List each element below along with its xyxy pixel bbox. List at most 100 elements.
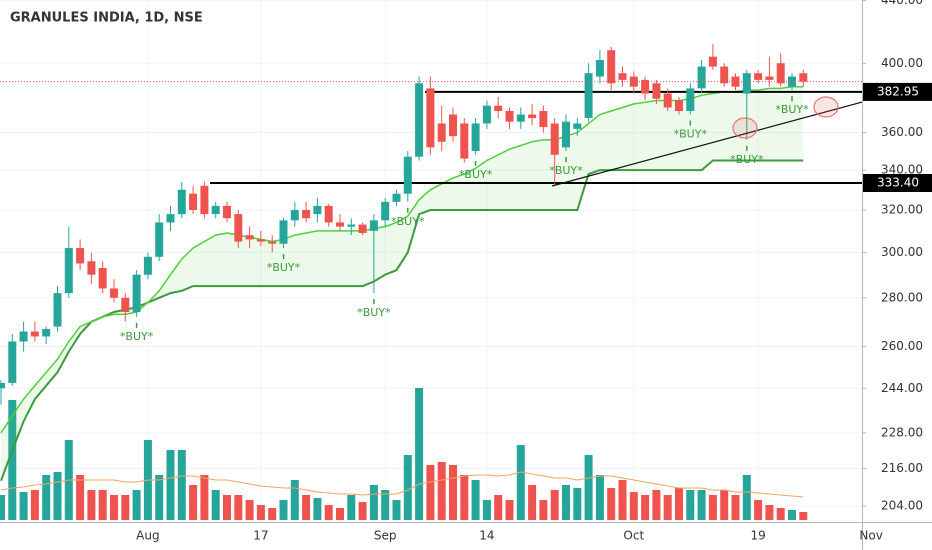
y-tick-label: 204.00 [881,498,923,512]
volume-ma-line [0,471,804,498]
candle-body [110,288,118,298]
volume-bar [155,475,164,520]
volume-bar [415,388,424,520]
candle-body [347,224,356,227]
volume-bar [392,500,401,520]
candle-body [426,88,435,148]
level-badge-label: 333.40 [877,176,919,190]
candle-body [539,110,548,128]
candle-body [381,201,390,221]
candle-body [449,114,457,137]
candle-body [279,220,288,244]
candle-body [595,59,604,77]
volume-bar [98,490,107,520]
buy-label: *BUY* [459,168,493,181]
volume-bar [234,495,243,520]
volume-bar [0,495,5,520]
volume-bar [471,480,480,520]
candle-body [336,222,344,227]
level-badge [863,82,932,101]
level-badge-label: 382.95 [877,84,919,98]
volume-bar [482,500,491,520]
y-tick-label: 400.00 [881,56,923,70]
x-tick-label: 19 [750,529,765,543]
volume-bar [42,475,51,520]
volume-bar [629,492,638,520]
volume-bar [324,505,333,520]
volume-bar [449,465,457,520]
candle-body [324,205,333,223]
highlight-circle [732,117,758,139]
volume-bar [19,492,28,520]
candle-body [19,331,28,342]
volume-bar [189,485,198,520]
candle-body [313,205,322,215]
volume-bar [381,490,390,520]
candle-body [155,222,164,257]
volume-bar [731,495,740,520]
candle-body [403,156,412,194]
volume-bar [200,475,209,520]
volume-bar [754,500,763,520]
candle-body [697,66,706,89]
candle-body [76,248,85,264]
candle-body [663,93,672,108]
volume-bar [799,512,808,520]
y-tick-label: 244.00 [881,381,923,395]
buy-label: *BUY* [674,128,708,141]
x-tick-label: Aug [136,529,159,543]
candle-body [528,114,537,119]
buy-label: *BUY* [549,164,583,177]
candle-body [143,256,152,275]
chart-title: GRANULES INDIA, 1D, NSE [10,11,203,26]
volume-bar [539,500,548,520]
volume-bar [279,500,288,520]
volume-bar [460,475,469,520]
plot-area: *BUY* *BUY* *BUY* *BUY* *BUY* *BUY* *BUY* *BUY*… [0,43,862,520]
buy-label: *BUY* [775,103,809,116]
candle-body [460,123,469,159]
candle-body [223,205,231,219]
candle-body [200,185,209,215]
candle-body [290,209,299,221]
volume-bar [256,505,265,520]
candle-body [189,193,198,210]
candle-body [754,73,763,80]
volume-bar [776,508,785,520]
volume-bar [641,495,650,520]
volume-bar [336,508,344,520]
volume-bar [245,500,254,520]
buy-label: *BUY* [120,330,154,343]
volume-bar [177,450,186,520]
buy-label: *BUY* [267,261,301,274]
volume-bar [426,465,435,520]
candle-body [8,341,17,383]
candle-body [302,209,311,219]
candle-body [177,189,186,215]
volume-bar [211,490,220,520]
candle-body [686,88,695,111]
buy-label: *BUY* [391,215,425,228]
candle-body [765,76,774,80]
volume-bar [30,490,39,520]
volume-bar [675,488,683,520]
band-fill [1,86,804,481]
y-tick-label: 260.00 [881,339,923,353]
candle-body [708,56,717,67]
volume-bar [302,495,311,520]
volume-bar [573,488,582,520]
volume-bar [76,475,85,520]
volume-bar [742,475,751,520]
candle-body [392,193,401,202]
y-tick-label: 360.00 [881,125,923,139]
candle-body [584,73,593,119]
candle-body [415,83,424,157]
volume-bar [87,490,96,520]
volume-bar [369,485,378,520]
candle-body [799,73,808,82]
volume-bar [313,498,322,520]
volume-bar [437,462,446,520]
y-tick-label: 440.00 [881,0,923,7]
volume-bar [505,500,514,520]
y-tick-label: 300.00 [881,245,923,259]
